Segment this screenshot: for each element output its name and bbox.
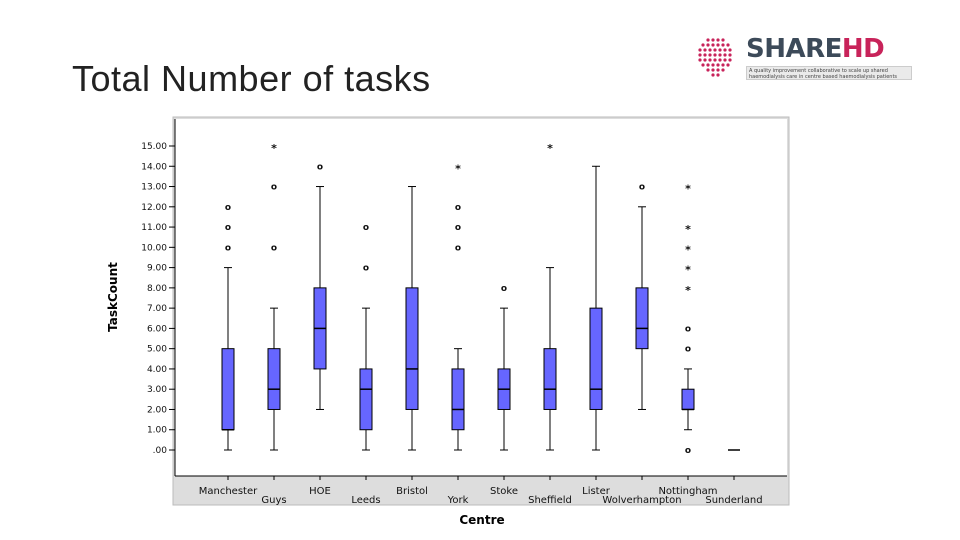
outlier-marker: o: [271, 183, 277, 193]
y-tick-label: 10.00: [141, 243, 167, 253]
box-iqr: [221, 348, 235, 431]
y-tick-label: 9.00: [147, 264, 167, 274]
extreme-outlier-marker: *: [547, 142, 553, 155]
box-iqr: [635, 287, 649, 350]
box-iqr: [543, 348, 557, 410]
logo-tagline: A quality improvement collaborative to s…: [746, 66, 912, 80]
outlier-marker: o: [225, 243, 231, 253]
logo-share-text: SHARE: [746, 34, 842, 64]
x-category-label: Guys: [261, 495, 286, 506]
y-tick-label: 14.00: [141, 162, 167, 172]
plot-area: [175, 119, 787, 476]
box-group: ooo*: [451, 162, 465, 451]
y-tick-label: 15.00: [141, 142, 167, 152]
logo-dot-icon: [698, 38, 732, 77]
box-iqr: [589, 307, 603, 410]
outlier-marker: o: [363, 223, 369, 233]
y-tick-label: 8.00: [147, 284, 167, 294]
box-group: [589, 165, 603, 451]
x-category-label: Wolverhampton: [602, 495, 681, 506]
outlier-marker: o: [455, 243, 461, 253]
outlier-marker: o: [685, 345, 691, 355]
extreme-outlier-marker: *: [685, 183, 691, 196]
extreme-outlier-marker: *: [271, 142, 277, 155]
y-tick-label: .00: [153, 446, 168, 456]
x-category-label: York: [447, 495, 469, 506]
y-tick-label: 3.00: [147, 385, 167, 395]
outlier-marker: o: [271, 243, 277, 253]
x-axis-title: Centre: [459, 513, 504, 527]
box-iqr: [451, 368, 465, 431]
outlier-marker: o: [685, 324, 691, 334]
outlier-marker: o: [225, 223, 231, 233]
x-category-label: Manchester: [199, 486, 258, 497]
box-iqr: [359, 368, 373, 431]
extreme-outlier-marker: *: [685, 284, 691, 297]
box-group: [405, 186, 419, 451]
y-tick-label: 2.00: [147, 405, 167, 415]
y-tick-label: 1.00: [147, 426, 167, 436]
extreme-outlier-marker: *: [455, 162, 461, 175]
outlier-marker: o: [685, 446, 691, 456]
box-group: oo: [359, 223, 373, 451]
box-group: ooo: [221, 203, 235, 451]
outlier-marker: o: [317, 162, 323, 172]
y-tick-label: 13.00: [141, 183, 167, 193]
outlier-marker: o: [455, 203, 461, 213]
box-group: o: [497, 284, 511, 451]
x-category-label: Sunderland: [705, 495, 762, 506]
y-tick-label: 7.00: [147, 304, 167, 314]
extreme-outlier-marker: *: [685, 264, 691, 277]
box-group: o o o * * * * *: [681, 183, 695, 456]
outlier-marker: o: [639, 183, 645, 193]
outlier-marker: o: [363, 264, 369, 274]
outlier-marker: o: [501, 284, 507, 294]
box-iqr: [267, 348, 281, 410]
box-group: *: [543, 142, 557, 451]
box-iqr: [405, 287, 419, 410]
y-tick-label: 4.00: [147, 365, 167, 375]
x-category-label: Leeds: [351, 495, 380, 506]
y-tick-label: 12.00: [141, 203, 167, 213]
x-category-label: Stoke: [490, 486, 518, 497]
x-category-label: Nottingham: [658, 486, 717, 497]
x-category-label: Bristol: [396, 486, 428, 497]
slide-title: Total Number of tasks: [72, 58, 431, 99]
extreme-outlier-marker: *: [685, 223, 691, 236]
box-group: o o *: [267, 142, 281, 451]
extreme-outlier-marker: *: [685, 243, 691, 256]
y-tick-label: 5.00: [147, 345, 167, 355]
outlier-marker: o: [225, 203, 231, 213]
box-iqr: [681, 388, 695, 410]
y-tick-label: 11.00: [141, 223, 167, 233]
sharehd-logo: SHAREHD A quality improvement collaborat…: [694, 34, 924, 84]
outlier-marker: o: [455, 223, 461, 233]
x-category-label: Sheffield: [528, 495, 572, 506]
x-category-label: Lister: [582, 486, 611, 497]
y-axis-ticks: .00 1.00 2.00 3.00 4.00 5.00 6.00 7.00 8.00 9.00 1…: [141, 142, 175, 456]
logo-hd-text: HD: [841, 34, 885, 64]
box-group: o: [635, 183, 649, 410]
y-axis-title: TaskCount: [106, 262, 120, 332]
box-group: o: [313, 162, 327, 410]
x-category-label: HOE: [309, 486, 331, 497]
logo-wordmark: SHAREHD: [746, 34, 885, 64]
y-tick-label: 6.00: [147, 324, 167, 334]
